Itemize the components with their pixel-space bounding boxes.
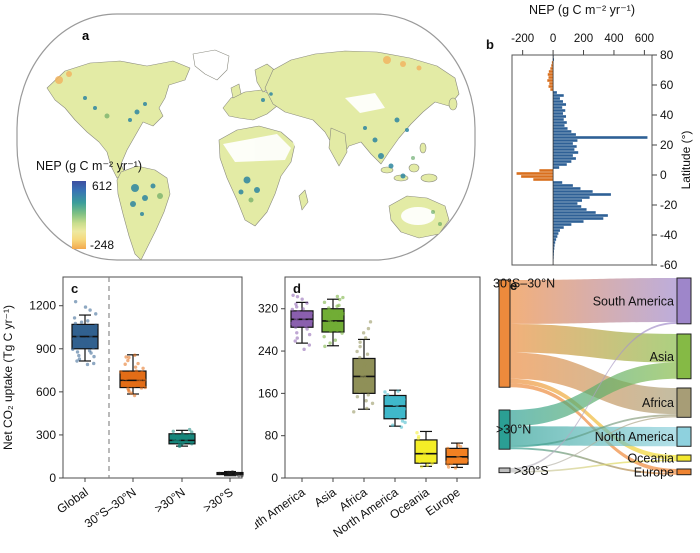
svg-text:c: c [71,281,78,296]
svg-text:b: b [486,37,494,52]
svg-text:Europe: Europe [634,465,674,479]
svg-text:200: 200 [574,33,593,45]
sahara-desert [223,134,291,162]
philippines [419,142,427,154]
svg-text:d: d [293,281,301,296]
svg-text:>30°S: >30°S [514,464,549,478]
box->30°S [216,470,244,478]
svg-text:0: 0 [660,168,667,182]
latitude-bars [516,55,648,265]
svg-text:-200: -200 [511,33,534,45]
svg-text:1200: 1200 [29,299,56,313]
svg-text:Africa: Africa [642,396,674,410]
india [328,127,348,167]
indonesia [380,166,394,174]
sankey-nodes [498,277,692,476]
svg-text:e: e [510,278,517,293]
svg-text:South America: South America [255,485,308,541]
svg-text:600: 600 [635,33,654,45]
box-Asia [321,294,346,349]
british-isles [230,83,242,99]
svg-text:Oceania: Oceania [627,452,674,466]
svg-text:0: 0 [550,33,556,45]
svg-text:0: 0 [49,471,56,485]
svg-text:Global: Global [54,485,90,516]
svg-text:160: 160 [258,386,278,400]
svg-text:>30°N: >30°N [496,423,531,437]
panel-e-sankey: 30°S–30°N >30°N >30°S South America Asia Afri… [493,277,692,479]
map-colorbar-min: -248 [90,238,115,252]
madagascar [298,189,309,211]
box-South America [289,293,314,352]
central-asia-arid [345,93,385,113]
panel-a-label: a [82,28,90,43]
svg-text:Latitude (°): Latitude (°) [679,131,693,190]
svg-text:60: 60 [660,78,674,92]
svg-text:Asia: Asia [650,350,674,364]
continents [46,49,467,260]
map-colorbar [72,181,86,249]
australian-outback [401,207,435,225]
sankey-flows [510,278,677,475]
svg-text:-20: -20 [660,198,678,212]
svg-text:40: 40 [660,108,674,122]
north-america [46,60,191,179]
box-Africa [352,320,376,414]
svg-text:-40: -40 [660,228,678,242]
svg-text:400: 400 [604,33,623,45]
svg-text:240: 240 [258,344,278,358]
svg-text:>30°N: >30°N [152,485,188,516]
svg-text:Europe: Europe [423,485,463,519]
japan [448,97,458,111]
svg-text:600: 600 [36,385,56,399]
svg-text:-60: -60 [660,258,678,272]
svg-text:0: 0 [271,471,278,485]
arabian-desert [291,132,313,156]
panel-a-world-map [16,13,476,261]
svg-text:300: 300 [36,428,56,442]
svg-text:20: 20 [660,138,674,152]
box-Oceania [414,430,438,469]
svg-text:30°S–30°N: 30°S–30°N [493,277,555,291]
svg-text:80: 80 [265,429,279,443]
svg-text:Net CO₂ uptake (Tg C yr⁻¹): Net CO₂ uptake (Tg C yr⁻¹) [1,305,15,450]
box-Global [71,299,99,367]
panel-b-latitude-profile: NEP (g C m⁻² yr⁻¹)-200 0 200 400 60080604020… [486,3,693,272]
svg-text:NEP (g C m⁻² yr⁻¹): NEP (g C m⁻² yr⁻¹) [529,3,635,17]
svg-text:Asia: Asia [312,485,339,510]
new-guinea [420,173,438,183]
map-legend-title: NEP (g C m⁻² yr⁻¹) [36,159,143,173]
new-zealand [459,240,467,252]
map-colorbar-max: 612 [92,179,113,193]
svg-text:30°S–30°N: 30°S–30°N [82,485,139,531]
greenland [192,49,230,81]
borneo [408,163,420,173]
svg-text:North America: North America [595,430,674,444]
box->30°N [168,427,196,448]
box-30°S–30°N [119,353,147,398]
svg-text:320: 320 [258,302,278,316]
svg-text:South America: South America [593,294,674,308]
svg-text:900: 900 [36,342,56,356]
box-Europe [445,442,469,470]
svg-text:80: 80 [660,48,674,62]
svg-text:>30°S: >30°S [201,485,236,515]
box-North America [383,389,407,429]
